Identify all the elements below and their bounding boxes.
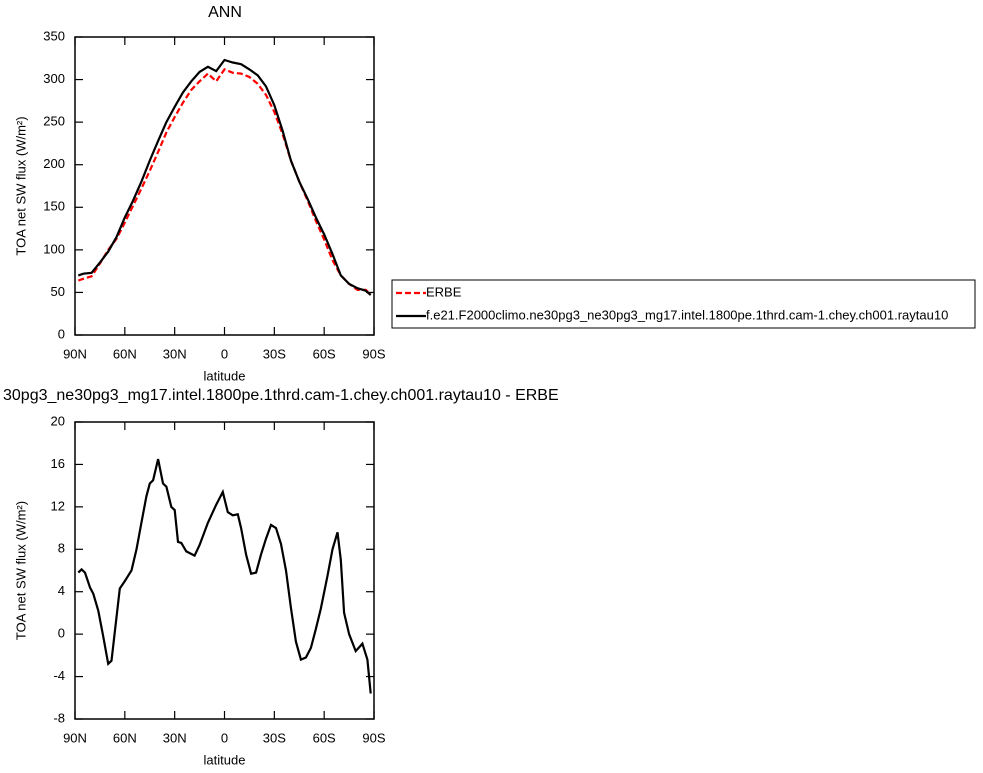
y-tick-label: -4 [53, 668, 65, 683]
y-axis-label: TOA net SW flux (W/m²) [13, 116, 28, 255]
legend-box [391, 279, 976, 329]
y-tick-label: -8 [53, 710, 65, 725]
y-tick-label: 350 [43, 28, 65, 43]
y-tick-label: 16 [51, 456, 65, 471]
legend-label: f.e21.F2000climo.ne30pg3_ne30pg3_mg17.in… [426, 307, 948, 322]
legend-label: ERBE [426, 284, 462, 299]
x-tick-label: 60S [313, 730, 336, 745]
data-line [77, 458, 372, 694]
y-tick-label: 8 [58, 541, 65, 556]
x-tick-label: 30N [163, 730, 187, 745]
x-tick-label: 60N [113, 346, 137, 361]
x-tick-label: 30S [263, 730, 286, 745]
plot-frame [74, 36, 375, 336]
y-tick-label: 0 [58, 326, 65, 341]
y-tick-label: 4 [58, 583, 65, 598]
x-tick-label: 90N [63, 346, 87, 361]
x-tick-label: 0 [221, 346, 228, 361]
x-tick-label: 90S [362, 346, 385, 361]
x-tick-label: 60N [113, 730, 137, 745]
y-tick-label: 250 [43, 114, 65, 129]
y-axis-label: TOA net SW flux (W/m²) [13, 501, 28, 640]
y-tick-label: 20 [51, 413, 65, 428]
x-tick-label: 60S [313, 346, 336, 361]
chart-title: ANN [208, 4, 242, 21]
x-tick-label: 0 [221, 730, 228, 745]
y-tick-label: 12 [51, 498, 65, 513]
x-axis-label: latitude [204, 752, 246, 767]
y-tick-label: 100 [43, 241, 65, 256]
x-tick-label: 30N [163, 346, 187, 361]
x-tick-label: 30S [263, 346, 286, 361]
x-tick-label: 90S [362, 730, 385, 745]
x-axis-label: latitude [204, 368, 246, 383]
y-tick-label: 50 [51, 284, 65, 299]
y-tick-label: 200 [43, 156, 65, 171]
data-line [77, 58, 372, 296]
y-tick-label: 150 [43, 199, 65, 214]
x-tick-label: 90N [63, 730, 87, 745]
data-line [77, 68, 372, 295]
y-tick-label: 300 [43, 71, 65, 86]
chart-title: 30pg3_ne30pg3_mg17.intel.1800pe.1thrd.ca… [3, 387, 559, 404]
y-tick-label: 0 [58, 626, 65, 641]
